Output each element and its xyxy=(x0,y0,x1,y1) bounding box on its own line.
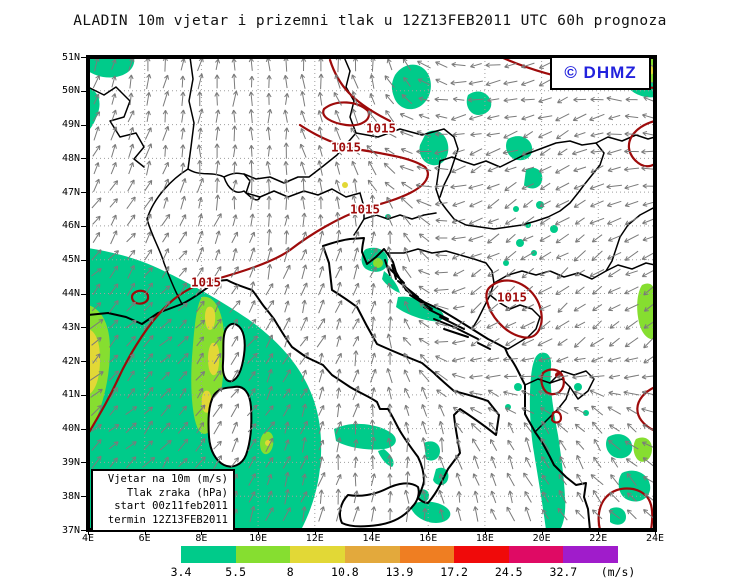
graticule-gridlines xyxy=(88,57,655,530)
lat-label: 43N xyxy=(61,321,80,333)
lat-tick xyxy=(81,124,86,126)
island-sicily xyxy=(339,482,420,528)
colorbar-segment xyxy=(181,546,236,563)
lon-label: 12E xyxy=(305,533,324,544)
isobar-value-label: 1015 xyxy=(191,275,221,290)
lon-tick xyxy=(541,530,543,535)
lat-label: 42N xyxy=(61,355,80,367)
lat-label: 47N xyxy=(61,186,80,198)
lat-tick xyxy=(81,192,86,194)
lat-tick xyxy=(81,90,86,92)
lat-tick xyxy=(81,158,86,160)
lon-label: 14E xyxy=(362,533,381,544)
lon-label: 4E xyxy=(81,533,95,544)
lat-tick xyxy=(81,57,86,58)
lat-label: 50N xyxy=(61,85,80,97)
lat-tick xyxy=(81,327,86,329)
colorbar-segment xyxy=(563,546,618,563)
lat-tick xyxy=(81,259,86,261)
lat-label: 48N xyxy=(61,152,80,164)
isobar-labels: 1015 1015 1015 1015 1015 xyxy=(189,119,528,306)
lat-label: 40N xyxy=(61,423,80,435)
colorbar-segment xyxy=(454,546,509,563)
wind-speed-shading xyxy=(88,57,655,530)
dhmz-logo-box: © DHMZ xyxy=(550,56,651,90)
lat-tick xyxy=(81,225,86,227)
lat-tick xyxy=(81,462,86,464)
colorbar-value: 17.2 xyxy=(440,565,468,579)
lon-label: 8E xyxy=(195,533,208,544)
colorbar-segment xyxy=(508,546,564,563)
colorbar-segment xyxy=(290,546,345,563)
isobar-value-label: 1015 xyxy=(350,202,380,217)
legend-line-start: start 00z11feb2011 xyxy=(114,500,228,512)
lon-tick xyxy=(428,530,430,535)
colorbar-value: 5.5 xyxy=(225,565,247,579)
colorbar-value: 13.9 xyxy=(385,565,414,579)
lon-tick xyxy=(88,530,89,535)
chart-title: ALADIN 10m vjetar i prizemni tlak u 12Z1… xyxy=(73,13,667,29)
lon-tick xyxy=(484,530,486,535)
lon-label: 6E xyxy=(138,533,151,544)
lon-tick xyxy=(201,530,203,535)
dhmz-logo-text: © DHMZ xyxy=(564,63,637,82)
legend-info-box: Vjetar na 10m (m/s) Tlak zraka (hPa) sta… xyxy=(91,469,235,532)
colorbar-segment xyxy=(399,546,455,563)
lon-label: 22E xyxy=(589,533,608,544)
lon-tick xyxy=(371,530,373,535)
lon-tick xyxy=(314,530,316,535)
lon-label: 24E xyxy=(645,533,665,544)
mainland-coastline xyxy=(88,237,591,530)
colorbar-value: 10.8 xyxy=(331,565,359,579)
lon-tick xyxy=(655,530,656,535)
lon-label: 20E xyxy=(532,533,551,544)
lat-label: 46N xyxy=(61,220,80,232)
lon-tick xyxy=(144,530,146,535)
legend-line-termin: termin 12Z13FEB2011 xyxy=(107,513,228,526)
lon-label: 18E xyxy=(475,533,494,544)
legend-line-wind: Vjetar na 10m (m/s) xyxy=(107,473,228,485)
wind-speed-colorbar xyxy=(181,546,618,563)
lat-label: 49N xyxy=(61,119,80,131)
lat-label: 38N xyxy=(61,490,80,502)
map-canvas: 1015 1015 1015 1015 1015 xyxy=(88,57,655,530)
island-corsica xyxy=(221,322,246,383)
lon-tick xyxy=(258,530,260,535)
lat-label: 45N xyxy=(61,254,80,266)
lat-label: 37N xyxy=(61,524,80,536)
lon-label: 16E xyxy=(419,533,438,544)
colorbar-segment xyxy=(235,546,291,563)
lat-tick xyxy=(81,428,86,430)
lat-tick xyxy=(81,530,86,531)
lat-tick xyxy=(81,496,86,498)
colorbar-value: 3.4 xyxy=(170,565,192,579)
lat-label: 51N xyxy=(61,51,80,63)
lat-tick xyxy=(81,394,86,396)
lat-label: 39N xyxy=(61,456,80,468)
legend-line-pressure: Tlak zraka (hPa) xyxy=(126,486,228,499)
lat-tick xyxy=(81,361,86,363)
colorbar-value: 24.5 xyxy=(494,565,523,579)
lat-tick xyxy=(81,293,86,295)
colorbar-value: 32.7 xyxy=(549,565,578,579)
colorbar-value: 8 xyxy=(286,565,294,579)
map-border xyxy=(88,57,655,530)
isobar-value-label: 1015 xyxy=(497,290,527,305)
country-border xyxy=(88,86,145,168)
lat-label: 44N xyxy=(61,288,80,299)
island-sardinia xyxy=(207,385,253,468)
coastlines-and-borders xyxy=(88,57,655,530)
lon-label: 10E xyxy=(249,533,268,544)
colorbar-segment xyxy=(344,546,400,563)
colorbar-unit: (m/s) xyxy=(600,565,636,579)
lat-label: 41N xyxy=(61,389,80,401)
map-frame: 1015 1015 1015 1015 1015 xyxy=(86,55,657,532)
isobar-value-label: 1015 xyxy=(331,140,361,155)
lon-tick xyxy=(598,530,600,535)
isobar-value-label: 1015 xyxy=(366,121,396,136)
